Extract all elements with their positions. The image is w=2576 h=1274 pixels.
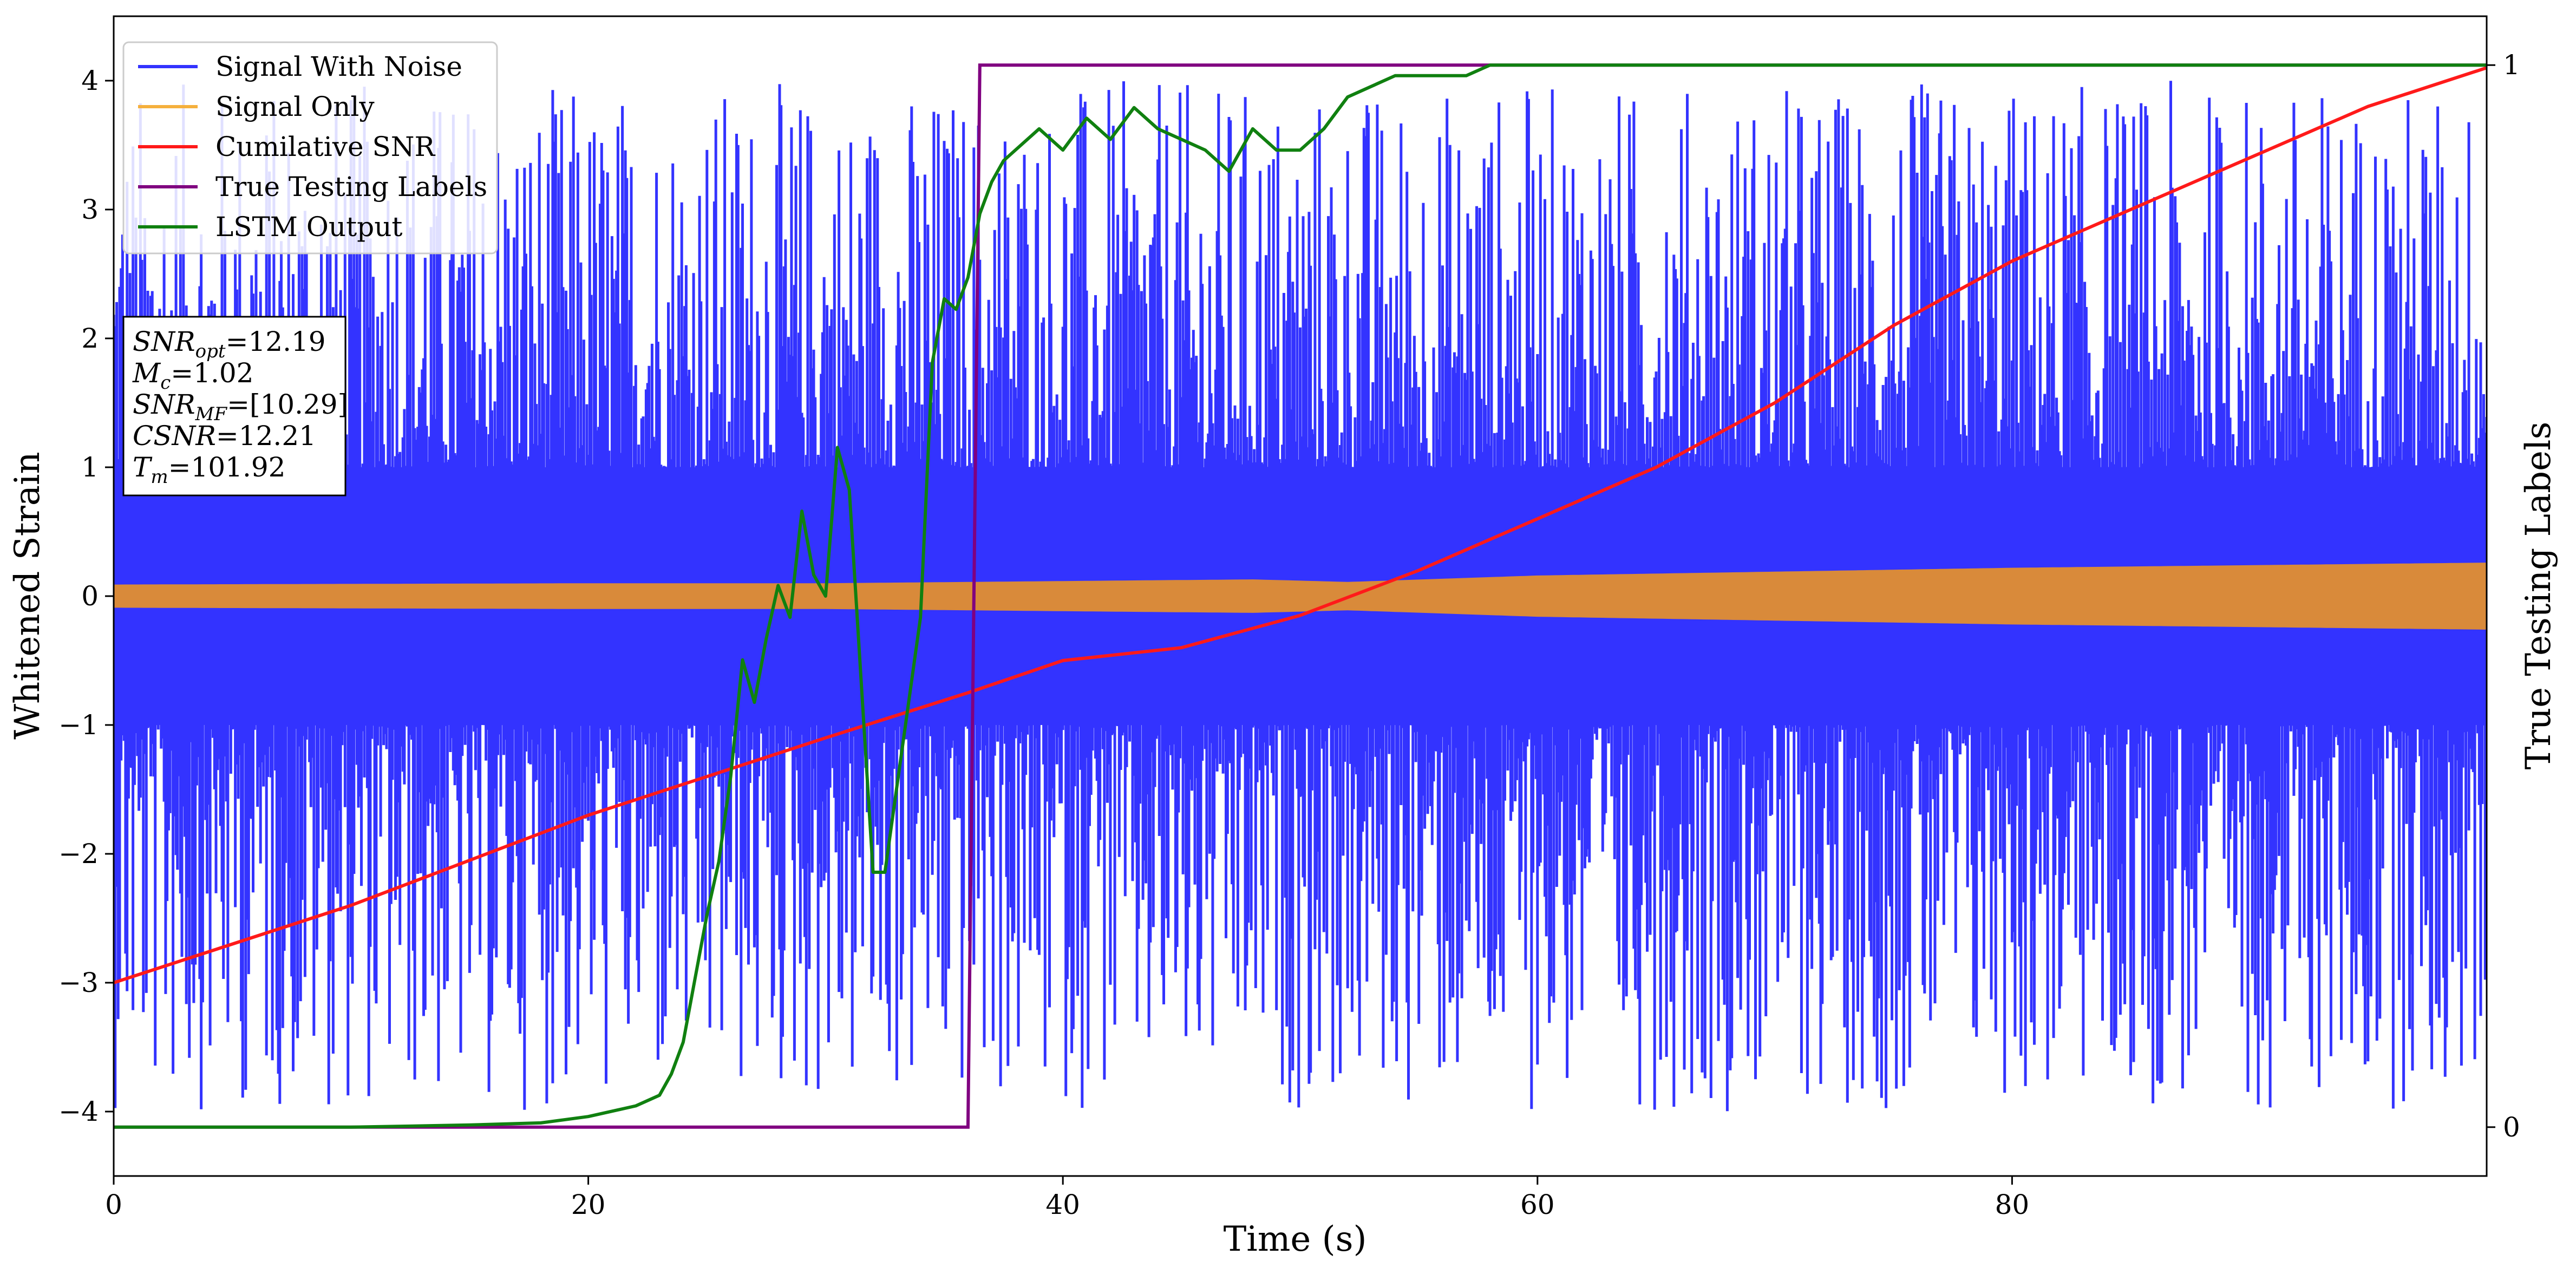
y-tick-label: 4 bbox=[81, 65, 99, 96]
x-axis: 0 20 40 60 80 bbox=[105, 1176, 2029, 1220]
info-symbol: CSNR bbox=[133, 420, 216, 452]
y-tick-label: −4 bbox=[58, 1096, 99, 1127]
y-tick-label: 0 bbox=[81, 580, 99, 612]
info-symbol: M bbox=[132, 357, 161, 389]
info-symbol: SNR bbox=[133, 389, 195, 420]
legend-label: True Testing Labels bbox=[215, 171, 487, 202]
info-value: =101.92 bbox=[168, 452, 286, 483]
info-line: SNRopt=12.19 bbox=[133, 326, 326, 362]
y-tick-label: 3 bbox=[81, 194, 99, 225]
info-value: =12.21 bbox=[216, 420, 316, 452]
info-subscript: c bbox=[160, 372, 171, 394]
y-tick-label: −2 bbox=[58, 838, 99, 870]
x-tick-label: 60 bbox=[1520, 1189, 1555, 1220]
plot-area bbox=[114, 63, 2487, 1129]
series-cumilative-snr bbox=[114, 66, 2487, 984]
x-tick-label: 40 bbox=[1045, 1189, 1080, 1220]
info-symbol: SNR bbox=[133, 326, 195, 357]
info-line: Mc=1.02 bbox=[132, 357, 253, 394]
x-tick-label: 0 bbox=[105, 1189, 122, 1220]
info-subscript: opt bbox=[195, 341, 226, 362]
y-axis-right-title: True Testing Labels bbox=[2519, 422, 2559, 770]
info-box: SNRopt=12.19Mc=1.02SNRMF=[10.29]CSNR=12.… bbox=[122, 316, 348, 496]
info-line: CSNR=12.21 bbox=[133, 420, 316, 452]
x-axis-title: Time (s) bbox=[1224, 1219, 1367, 1259]
info-subscript: m bbox=[151, 466, 168, 488]
y-tick-label: 2 bbox=[81, 323, 99, 354]
x-tick-label: 80 bbox=[1995, 1189, 2030, 1220]
info-line: SNRMF=[10.29] bbox=[133, 389, 348, 425]
legend-label: Signal With Noise bbox=[215, 51, 462, 82]
y-tick-label: −3 bbox=[58, 967, 99, 998]
legend-label: Cumilative SNR bbox=[215, 131, 435, 162]
y-axis-title: Whitened Strain bbox=[8, 452, 48, 739]
info-line: Tm=101.92 bbox=[133, 452, 285, 488]
legend-label: Signal Only bbox=[215, 91, 375, 122]
x-tick-label: 20 bbox=[571, 1189, 606, 1220]
y2-tick-label: 0 bbox=[2503, 1112, 2520, 1143]
info-box-frame bbox=[122, 316, 346, 496]
info-value: =12.19 bbox=[226, 326, 326, 357]
y2-tick-label: 1 bbox=[2503, 49, 2520, 81]
legend-box bbox=[122, 41, 498, 254]
y-tick-label: −1 bbox=[58, 709, 99, 741]
info-value: =1.02 bbox=[171, 357, 253, 389]
info-symbol: T bbox=[133, 452, 153, 483]
info-subscript: MF bbox=[195, 403, 228, 425]
y-tick-label: 1 bbox=[81, 452, 99, 483]
legend: Signal With Noise Signal Only Cumilative S… bbox=[122, 41, 498, 254]
y-axis-left: −4 −3 −2 −1 0 1 2 3 4 bbox=[58, 65, 114, 1127]
series-lstm-output bbox=[114, 63, 2487, 1129]
series-signal-only bbox=[114, 563, 2487, 630]
info-value: =[10.29] bbox=[227, 389, 348, 420]
legend-label: LSTM Output bbox=[215, 211, 402, 243]
y-axis-right: 01 bbox=[2487, 49, 2520, 1143]
